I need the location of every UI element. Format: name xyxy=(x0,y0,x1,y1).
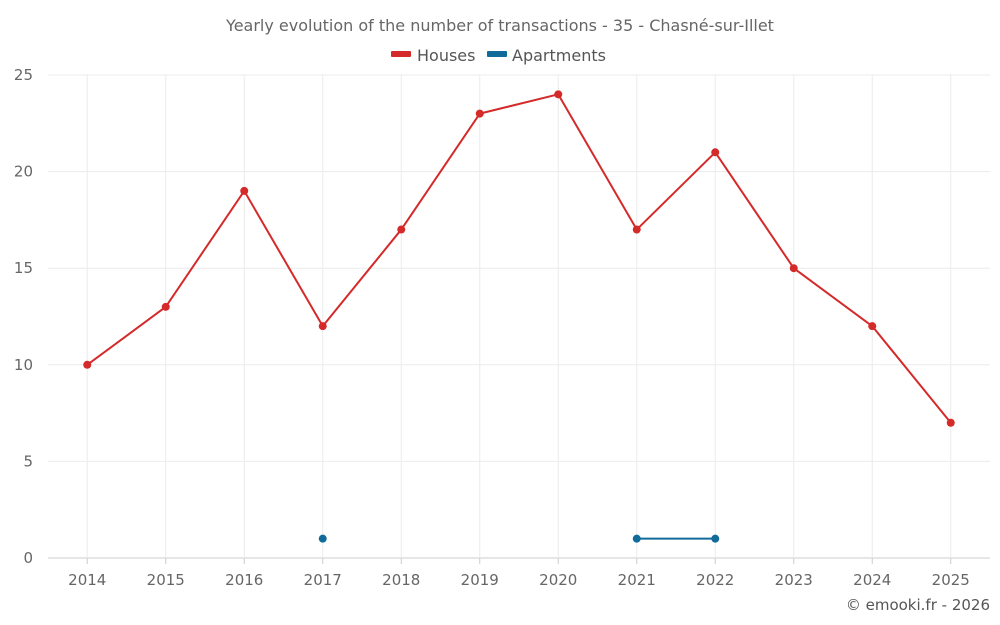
series xyxy=(83,90,955,543)
data-point-apartments-2022[interactable] xyxy=(711,534,720,543)
x-tick-label: 2016 xyxy=(225,571,263,589)
x-tick-label: 2025 xyxy=(932,571,970,589)
y-tick-label: 25 xyxy=(14,66,33,84)
data-point-houses-2014[interactable] xyxy=(83,360,92,369)
legend-label-apartments: Apartments xyxy=(512,46,606,65)
y-tick-label: 0 xyxy=(23,549,33,567)
data-point-houses-2020[interactable] xyxy=(554,90,563,99)
data-point-houses-2024[interactable] xyxy=(868,322,877,331)
legend-item-houses[interactable]: Houses xyxy=(391,46,475,65)
x-tick-label: 2024 xyxy=(853,571,891,589)
data-point-houses-2023[interactable] xyxy=(789,264,798,273)
series-houses xyxy=(83,90,955,427)
x-tick-label: 2021 xyxy=(618,571,656,589)
legend-swatch-houses xyxy=(391,51,411,57)
y-tick-label: 10 xyxy=(14,356,33,374)
data-point-houses-2015[interactable] xyxy=(161,302,170,311)
legend-item-apartments[interactable]: Apartments xyxy=(487,46,606,65)
data-point-houses-2022[interactable] xyxy=(711,148,720,157)
chart-title: Yearly evolution of the number of transa… xyxy=(225,16,774,35)
data-point-houses-2021[interactable] xyxy=(632,225,641,234)
legend-swatch-apartments xyxy=(487,51,507,57)
x-tick-label: 2015 xyxy=(147,571,185,589)
y-tick-label: 5 xyxy=(23,452,33,470)
series-apartments xyxy=(318,534,720,543)
y-tick-label: 20 xyxy=(14,163,33,181)
x-axis-ticks: 2014 2015 2016 2017 2018 2019 2020 2021 2022 2023… xyxy=(68,558,970,589)
data-point-houses-2017[interactable] xyxy=(318,322,327,331)
legend: Houses Apartments xyxy=(391,46,606,65)
data-point-apartments-2021[interactable] xyxy=(632,534,641,543)
data-point-houses-2019[interactable] xyxy=(475,109,484,118)
data-point-houses-2018[interactable] xyxy=(397,225,406,234)
x-tick-label: 2023 xyxy=(775,571,813,589)
legend-label-houses: Houses xyxy=(417,46,475,65)
x-tick-label: 2020 xyxy=(539,571,577,589)
x-tick-label: 2019 xyxy=(461,571,499,589)
data-point-houses-2025[interactable] xyxy=(946,418,955,427)
credit-text: © emooki.fr - 2026 xyxy=(846,596,990,614)
data-point-houses-2016[interactable] xyxy=(240,186,249,195)
y-axis-ticks: 0 5 10 15 20 25 xyxy=(14,66,33,567)
x-tick-label: 2018 xyxy=(382,571,420,589)
grid xyxy=(48,74,990,559)
data-point-apartments-2017[interactable] xyxy=(318,534,327,543)
series-line-houses xyxy=(86,93,952,424)
x-tick-label: 2017 xyxy=(304,571,342,589)
x-tick-label: 2022 xyxy=(696,571,734,589)
y-tick-label: 15 xyxy=(14,259,33,277)
x-tick-label: 2014 xyxy=(68,571,106,589)
